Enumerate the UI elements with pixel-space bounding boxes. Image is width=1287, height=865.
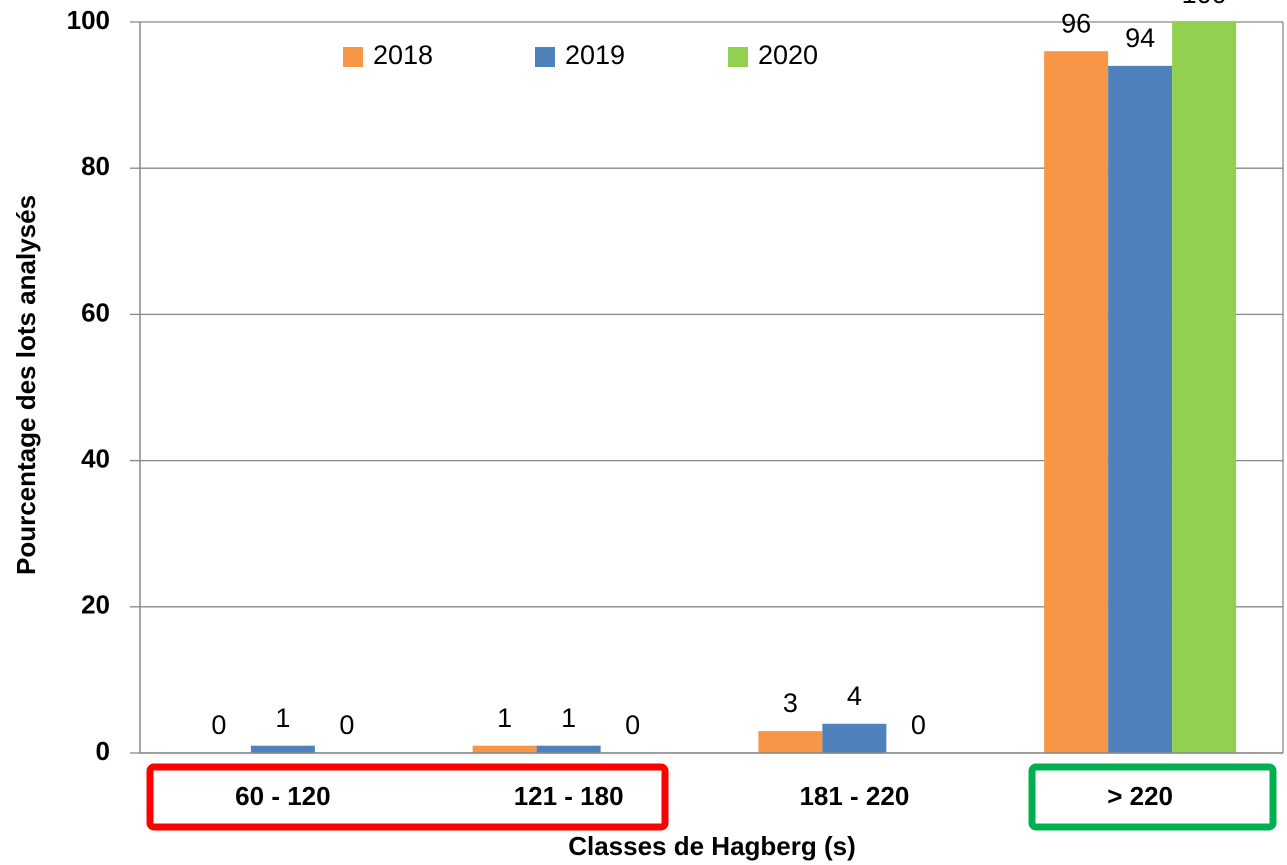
bar [758, 731, 823, 753]
highlight-box-green [1028, 763, 1277, 831]
x-tick-label: 121 - 180 [514, 781, 624, 811]
data-label: 0 [211, 710, 226, 740]
data-label: 100 [1182, 0, 1227, 9]
legend-swatch [343, 47, 363, 67]
x-axis-title: Classes de Hagberg (s) [568, 831, 856, 861]
data-label: 94 [1125, 23, 1155, 53]
legend-label: 2020 [758, 40, 818, 70]
bar [1172, 22, 1237, 753]
data-label: 1 [561, 703, 576, 733]
bar [472, 745, 537, 753]
data-label: 1 [275, 703, 290, 733]
y-tick-label: 60 [81, 297, 110, 327]
x-tick-label: > 220 [1107, 781, 1173, 811]
x-tick-label: 181 - 220 [799, 781, 909, 811]
data-label: 1 [497, 703, 512, 733]
data-label: 0 [625, 710, 640, 740]
legend-swatch [728, 47, 748, 67]
bar [1044, 51, 1109, 754]
y-axis-title: Pourcentage des lots analysés [11, 195, 41, 575]
y-tick-label: 20 [81, 590, 110, 620]
legend-swatch [535, 47, 555, 67]
y-tick-label: 40 [81, 443, 110, 473]
y-tick-label: 80 [81, 151, 110, 181]
data-label: 96 [1061, 8, 1091, 38]
bar [822, 723, 887, 753]
data-label: 4 [847, 681, 862, 711]
legend-label: 2019 [565, 40, 625, 70]
data-label: 0 [911, 710, 926, 740]
bar [1108, 65, 1173, 754]
bar [536, 745, 601, 753]
highlight-box-red [146, 763, 669, 831]
y-tick-label: 0 [96, 736, 110, 766]
bar [250, 745, 315, 753]
y-tick-label: 100 [67, 5, 110, 35]
x-tick-label: 60 - 120 [235, 781, 330, 811]
legend-label: 2018 [373, 40, 433, 70]
data-label: 3 [783, 688, 798, 718]
data-label: 0 [339, 710, 354, 740]
